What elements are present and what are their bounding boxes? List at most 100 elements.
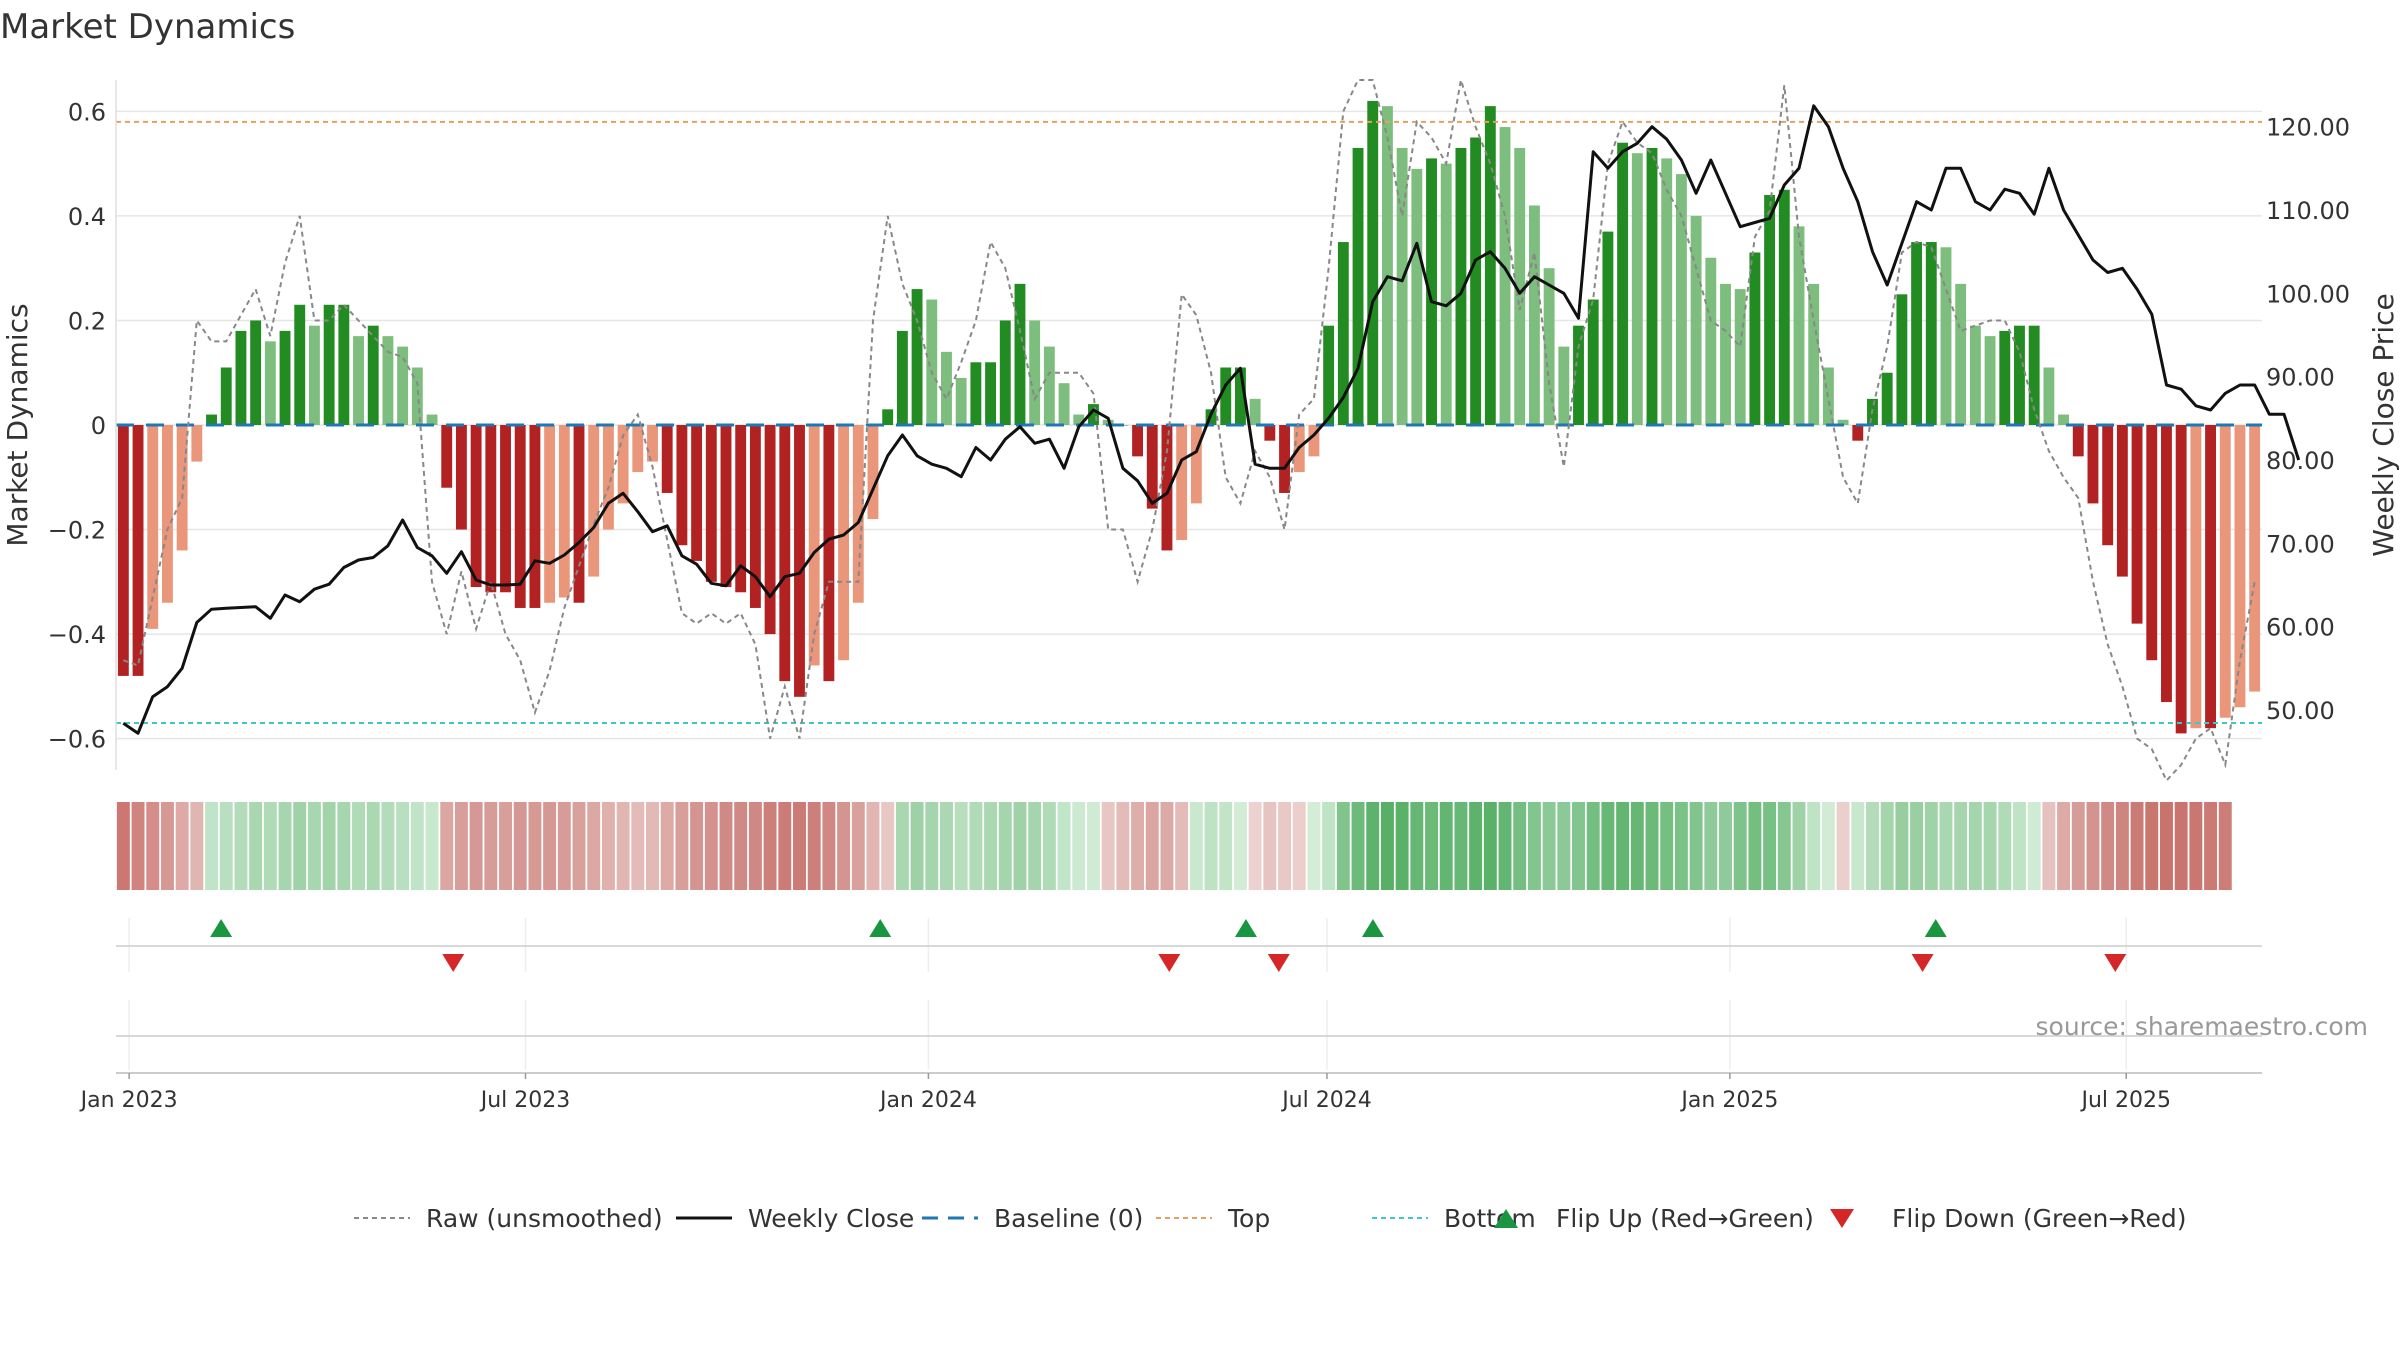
regime-cell <box>1924 802 1938 890</box>
regime-cell <box>1057 802 1071 890</box>
regime-cell <box>425 802 439 890</box>
dynamics-bar <box>308 325 320 425</box>
left-tick-label: 0 <box>91 412 106 440</box>
dynamics-bar <box>1440 163 1452 426</box>
regime-cell <box>557 802 571 890</box>
regime-cell <box>1674 802 1688 890</box>
dynamics-bar <box>1690 215 1702 425</box>
dynamics-bar <box>1543 268 1555 425</box>
regime-cell <box>381 802 395 890</box>
left-tick-label: −0.2 <box>48 517 106 545</box>
dynamics-bar <box>838 425 850 661</box>
dynamics-bar <box>191 425 203 462</box>
regime-cell <box>2013 802 2026 890</box>
regime-cell <box>1542 802 1556 890</box>
dynamics-bar <box>1925 242 1937 425</box>
regime-cell <box>851 802 865 890</box>
flip-up-marker <box>1234 919 1257 937</box>
left-tick-label: 0.6 <box>68 98 106 126</box>
dynamics-bar <box>647 425 658 462</box>
dynamics-bar <box>2219 425 2231 718</box>
regime-cell <box>969 802 983 890</box>
dynamics-bar <box>426 414 438 425</box>
regime-cell <box>895 802 909 890</box>
dynamics-bar <box>1337 242 1349 425</box>
regime-cell <box>454 802 468 890</box>
dynamics-bar <box>162 425 173 603</box>
regime-cell <box>278 802 292 890</box>
regime-cell <box>1586 802 1600 890</box>
regime-cell <box>1145 802 1159 890</box>
right-tick-label: 60.00 <box>2266 614 2335 642</box>
right-tick-label: 80.00 <box>2266 447 2335 475</box>
left-axis-label: Market Dynamics <box>1 303 34 546</box>
regime-cell <box>1042 802 1056 890</box>
regime-cell <box>1645 802 1659 890</box>
dynamics-bar <box>911 289 923 425</box>
regime-cell <box>322 802 336 890</box>
regime-cell <box>1131 802 1145 890</box>
left-tick-label: −0.6 <box>48 726 106 754</box>
dynamics-bar <box>1176 425 1188 540</box>
regime-cell <box>1527 802 1541 890</box>
regime-cell <box>484 802 498 890</box>
dynamics-bar <box>2043 367 2055 425</box>
dynamics-bar <box>764 425 776 635</box>
dynamics-bar <box>544 425 556 603</box>
regime-cell <box>1219 802 1233 890</box>
legend-label: Bottom <box>1444 1204 1536 1233</box>
dynamics-bar <box>1146 425 1158 509</box>
regime-cell <box>734 802 748 890</box>
regime-cell <box>1660 802 1674 890</box>
flip-down-marker <box>442 954 465 972</box>
regime-strip <box>116 802 2232 890</box>
dynamics-bar <box>823 425 835 682</box>
dynamics-bar <box>206 414 217 425</box>
dynamics-bar <box>441 425 453 488</box>
regime-cell <box>190 802 204 890</box>
dynamics-bar <box>1984 336 1996 425</box>
dynamics-bar <box>852 425 864 603</box>
dynamics-bar <box>1705 257 1717 425</box>
dynamics-bar <box>338 304 350 425</box>
regime-cell <box>1175 802 1189 890</box>
regime-cell <box>307 802 321 890</box>
flip-markers <box>210 919 2127 972</box>
regime-cell <box>1910 802 1924 890</box>
regime-cell <box>249 802 263 890</box>
regime-cell <box>366 802 380 890</box>
regime-cell <box>822 802 836 890</box>
dynamics-bar <box>970 362 982 425</box>
regime-cell <box>1704 802 1718 890</box>
dynamics-bar <box>808 425 820 666</box>
regime-cell <box>1366 802 1380 890</box>
flip-up-marker <box>1361 919 1384 937</box>
regime-cell <box>469 802 483 890</box>
regime-cell <box>1866 802 1879 890</box>
regime-cell <box>660 802 674 890</box>
regime-cell <box>1763 802 1777 890</box>
right-tick-label: 100.00 <box>2266 280 2350 308</box>
raw-line <box>122 79 2256 783</box>
regime-cell <box>1483 802 1497 890</box>
right-tick-label: 50.00 <box>2266 697 2335 725</box>
regime-cell <box>748 802 762 890</box>
regime-cell <box>1807 802 1821 890</box>
regime-cell <box>1733 802 1747 890</box>
regime-cell <box>1777 802 1791 890</box>
dynamics-bar <box>1088 404 1099 425</box>
regime-cell <box>587 802 601 890</box>
dynamics-bar <box>1367 100 1379 425</box>
regime-cell <box>631 802 645 890</box>
dynamics-bar <box>1940 247 1952 425</box>
legend-label: Baseline (0) <box>994 1204 1143 1233</box>
legend-label: Flip Up (Red→Green) <box>1556 1204 1814 1233</box>
dynamics-bar <box>2131 425 2143 624</box>
dynamics-bar <box>617 425 629 504</box>
dynamics-bar <box>1411 168 1423 425</box>
dynamics-bar <box>2102 425 2114 546</box>
regime-cell <box>440 802 454 890</box>
regime-cell <box>2189 802 2203 890</box>
regime-cell <box>1425 802 1438 890</box>
